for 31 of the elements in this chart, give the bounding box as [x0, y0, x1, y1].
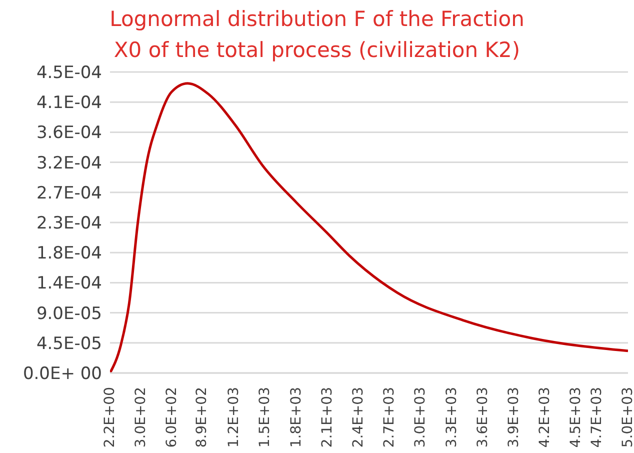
- x-tick-label: 3.3E+03: [444, 387, 460, 448]
- y-tick-label: 3.2E-04: [36, 153, 102, 174]
- x-tick-label: 3.0E+03: [412, 387, 429, 448]
- chart-title: Lognormal distribution F of the Fraction X0 of the total process (civilization K2): [108, 6, 526, 62]
- x-tick-label: 5.0E+03: [620, 387, 634, 448]
- x-tick-label: 4.5E+03: [568, 387, 584, 448]
- x-tick-label: 4.2E+03: [537, 387, 554, 448]
- x-tick-label: 1.5E+03: [257, 387, 274, 448]
- x-tick-label: 2.7E+03: [382, 387, 398, 448]
- x-tick-label: 2.4E+03: [350, 387, 367, 448]
- x-tick-label: 1.8E+03: [288, 387, 304, 448]
- x-tick-label: 4.7E+03: [588, 387, 605, 448]
- y-tick-label: 9.0E-05: [36, 304, 102, 324]
- y-tick-label: 1.4E-04: [36, 274, 102, 294]
- y-tick-label: 2.7E-04: [36, 183, 102, 204]
- y-tick-label: 3.6E-04: [36, 123, 102, 144]
- x-tick-label: 6.0E+02: [164, 387, 180, 448]
- y-tick-label: 1.8E-04: [36, 244, 102, 264]
- line-series: [110, 82, 628, 373]
- x-tick-label: 2.1E+03: [319, 387, 336, 448]
- x-tick-label: 3.6E+03: [474, 387, 491, 448]
- y-tick-label: 4.1E-04: [36, 93, 102, 114]
- x-tick-label: 2.2E+00: [102, 387, 118, 448]
- y-tick-label: 0.0E+ 00: [22, 364, 102, 384]
- x-tick-label: 3.0E+02: [132, 387, 149, 448]
- x-tick-label: 8.9E+02: [194, 387, 210, 448]
- y-tick-label: 4.5E-05: [36, 334, 102, 354]
- y-tick-label: 4.5E-04: [36, 63, 102, 84]
- x-tick-label: 1.2E+03: [226, 387, 242, 448]
- y-tick-label: 2.3E-04: [36, 214, 102, 234]
- x-tick-label: 3.9E+03: [506, 387, 522, 448]
